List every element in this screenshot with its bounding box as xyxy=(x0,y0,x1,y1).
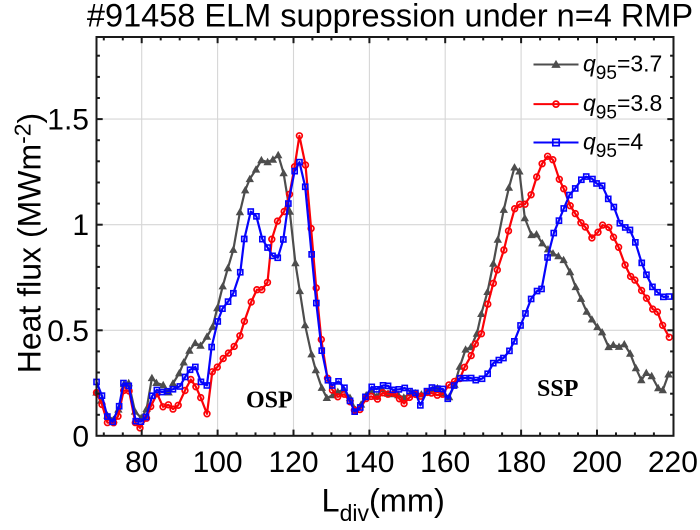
svg-text:#91458 ELM suppression under n: #91458 ELM suppression under n=4 RMP xyxy=(87,0,693,34)
svg-text:100: 100 xyxy=(193,446,243,479)
svg-text:q95=4: q95=4 xyxy=(583,129,643,163)
svg-text:q95=3.8: q95=3.8 xyxy=(583,90,662,124)
svg-text:120: 120 xyxy=(268,446,318,479)
svg-text:0: 0 xyxy=(72,420,89,453)
svg-text:q95=3.7: q95=3.7 xyxy=(583,51,662,85)
svg-text:200: 200 xyxy=(572,446,622,479)
svg-text:Heat flux (MWm-2): Heat flux (MWm-2) xyxy=(10,113,48,373)
svg-text:OSP: OSP xyxy=(246,388,293,414)
svg-text:0.5: 0.5 xyxy=(47,315,89,348)
svg-text:1.5: 1.5 xyxy=(47,104,89,137)
svg-text:1: 1 xyxy=(72,209,89,242)
svg-text:180: 180 xyxy=(496,446,546,479)
svg-text:80: 80 xyxy=(125,446,158,479)
svg-text:160: 160 xyxy=(420,446,470,479)
svg-text:140: 140 xyxy=(344,446,394,479)
svg-text:220: 220 xyxy=(648,446,698,479)
svg-text:SSP: SSP xyxy=(537,376,578,402)
